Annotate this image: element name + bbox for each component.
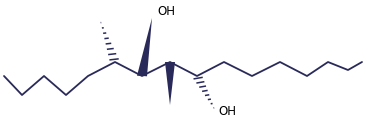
Polygon shape: [137, 18, 152, 76]
Text: OH: OH: [157, 5, 175, 18]
Polygon shape: [165, 62, 175, 105]
Text: OH: OH: [218, 105, 236, 118]
